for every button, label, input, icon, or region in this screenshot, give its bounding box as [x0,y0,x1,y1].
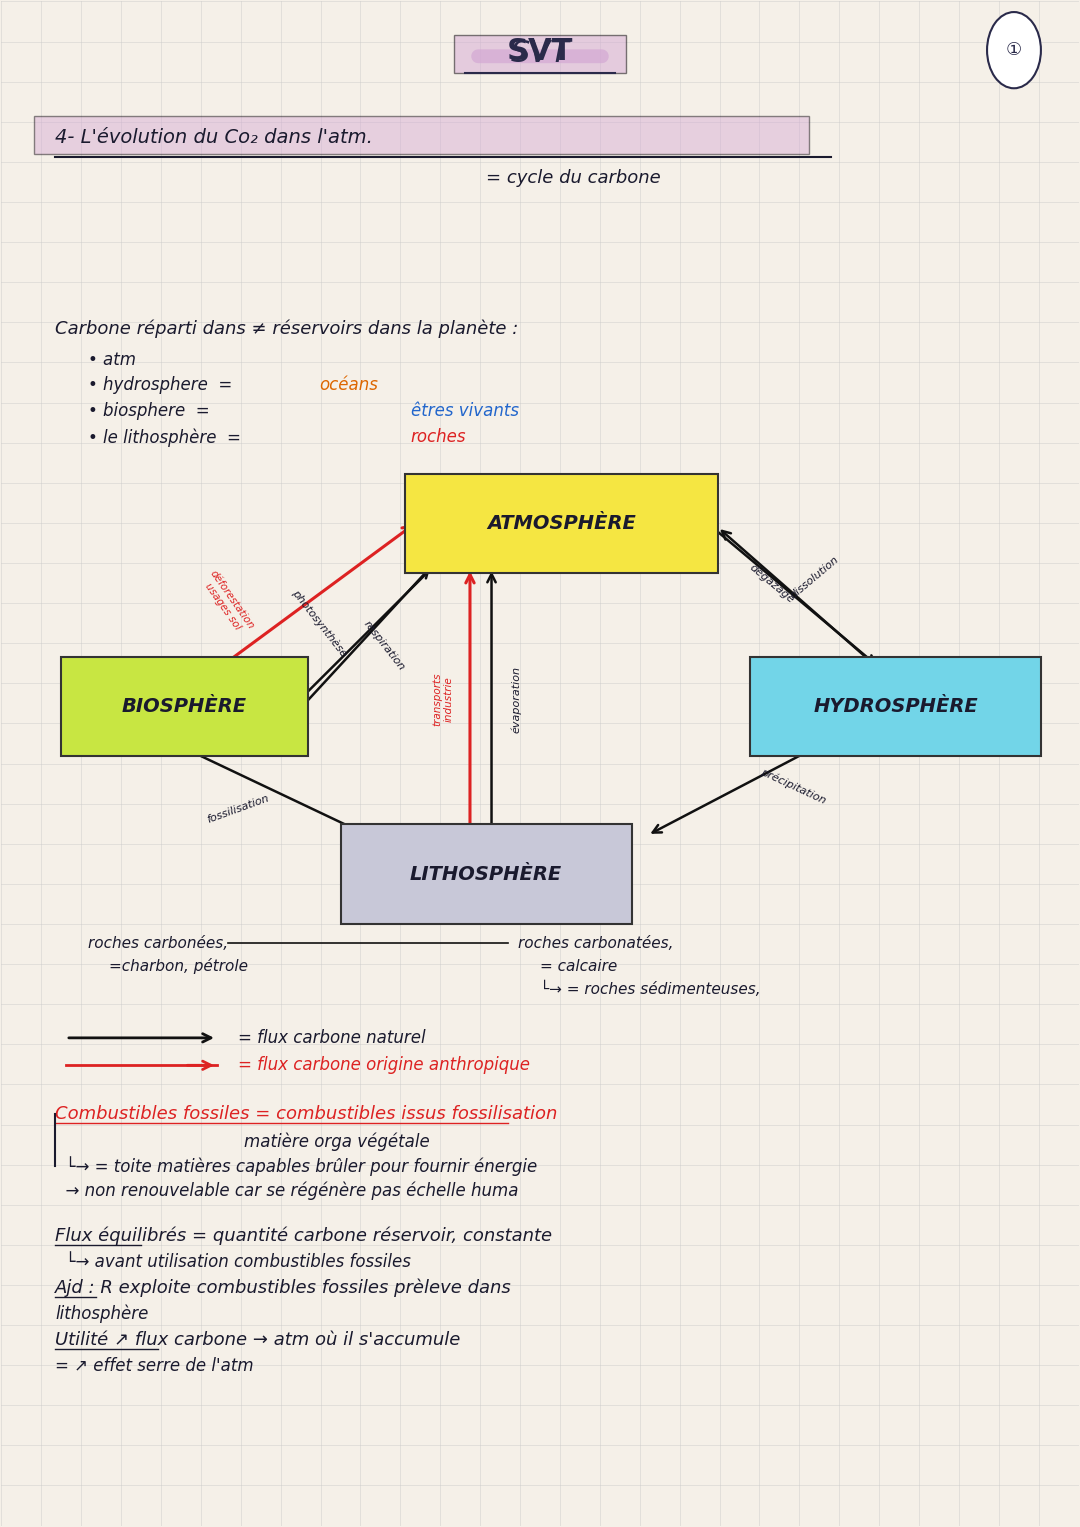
Text: Utilité ↗ flux carbone → atm où il s'accumule: Utilité ↗ flux carbone → atm où il s'acc… [55,1330,461,1348]
Text: = cycle du carbone: = cycle du carbone [486,169,661,188]
Text: Combustibles fossiles = combustibles issus fossilisation: Combustibles fossiles = combustibles iss… [55,1106,557,1122]
Text: déforestation
usages sol: déforestation usages sol [199,568,256,638]
Text: transports
industrie: transports industrie [432,673,454,727]
Text: • hydrosphere  =: • hydrosphere = [87,377,238,394]
Text: roches carbonées,: roches carbonées, [87,936,228,951]
Text: dégazage: dégazage [747,562,796,605]
FancyBboxPatch shape [750,657,1041,756]
Text: = flux carbone naturel: = flux carbone naturel [239,1029,426,1048]
Text: • biosphere  =: • biosphere = [87,403,215,420]
FancyBboxPatch shape [340,825,632,924]
Text: ATMOSPHÈRE: ATMOSPHÈRE [487,515,636,533]
Text: └→ avant utilisation combustibles fossiles: └→ avant utilisation combustibles fossil… [55,1254,411,1270]
Text: = flux carbone origine anthropique: = flux carbone origine anthropique [239,1057,530,1075]
Text: SVT: SVT [511,38,569,67]
Text: SVT: SVT [507,37,573,66]
Text: = calcaire: = calcaire [540,959,618,974]
Text: océans: océans [320,377,378,394]
FancyBboxPatch shape [33,116,809,154]
Text: BIOSPHÈRE: BIOSPHÈRE [122,696,247,716]
Text: → non renouvelable car se régénère pas échelle huma: → non renouvelable car se régénère pas é… [55,1180,518,1200]
Text: HYDROSPHÈRE: HYDROSPHÈRE [813,696,977,716]
Text: dissolution: dissolution [788,554,841,600]
Text: LITHOSPHÈRE: LITHOSPHÈRE [410,864,563,884]
Text: Flux équilibrés = quantité carbone réservoir, constante: Flux équilibrés = quantité carbone réser… [55,1226,552,1245]
Text: évaporation: évaporation [511,666,522,733]
Text: └→ = roches sédimenteuses,: └→ = roches sédimenteuses, [540,980,760,997]
Text: 4- L'évolution du Co₂ dans l'atm.: 4- L'évolution du Co₂ dans l'atm. [55,128,373,147]
Text: roches carbonatées,: roches carbonatées, [518,936,674,951]
Text: = ↗ effet serre de l'atm: = ↗ effet serre de l'atm [55,1356,254,1374]
Circle shape [987,12,1041,89]
Text: fossilisation: fossilisation [206,794,271,825]
Text: matière orga végétale: matière orga végétale [55,1132,430,1151]
Text: ①: ① [1005,41,1022,60]
Text: lithosphère: lithosphère [55,1304,149,1322]
FancyBboxPatch shape [405,473,718,573]
Text: =charbon, pétrole: =charbon, pétrole [109,959,248,974]
Text: • atm: • atm [87,351,136,368]
Text: Carbone réparti dans ≠ réservoirs dans la planète :: Carbone réparti dans ≠ réservoirs dans l… [55,319,518,339]
Text: roches: roches [410,428,467,446]
FancyBboxPatch shape [454,35,626,73]
Text: êtres vivants: êtres vivants [410,403,518,420]
FancyBboxPatch shape [60,657,309,756]
Text: précipitation: précipitation [759,767,827,806]
Text: • le lithosphère  =: • le lithosphère = [87,428,245,446]
Text: photosynthèse: photosynthèse [289,588,349,660]
Text: Ajd : R exploite combustibles fossiles prèleve dans: Ajd : R exploite combustibles fossiles p… [55,1278,512,1296]
Text: └→ = toite matières capables brûler pour fournir énergie: └→ = toite matières capables brûler pour… [55,1156,538,1176]
Text: respiration: respiration [362,620,406,673]
